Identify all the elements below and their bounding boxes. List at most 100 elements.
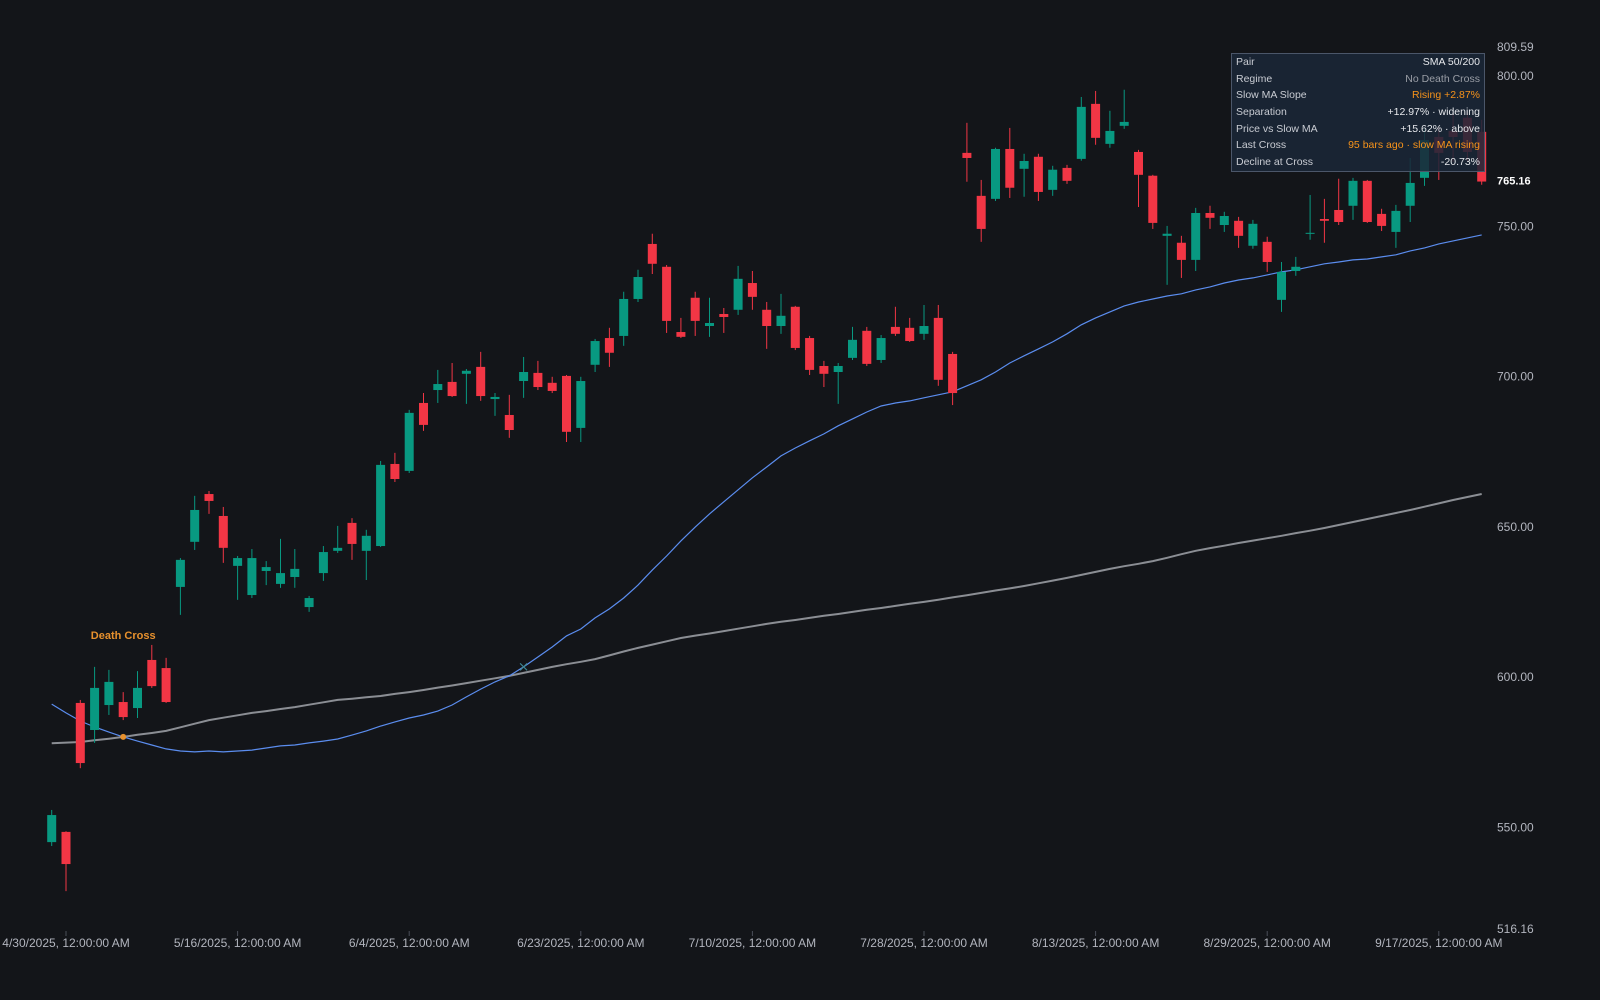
candle-body [290,568,300,577]
candle-body [247,558,257,596]
x-tick-label: 9/17/2025, 12:00:00 AM [1375,936,1502,950]
y-tick-label: 750.00 [1497,219,1534,233]
panel-label: Price vs Slow MA [1236,122,1318,135]
candle-body [1205,212,1215,218]
candle-body [776,315,786,327]
candle-body [118,702,128,718]
candle-body [991,148,1000,199]
annotation-label: Death Cross [91,630,156,642]
candle-body [833,365,843,372]
panel-value: +15.62% · above [1400,122,1480,135]
candle-body [1391,210,1401,232]
y-tick-label: 809.59 [1497,40,1534,54]
candle-body [1048,169,1058,190]
x-tick-label: 5/16/2025, 12:00:00 AM [174,936,301,950]
y-tick-label: 650.00 [1497,520,1534,534]
y-tick-label: 550.00 [1497,820,1534,834]
panel-label: Regime [1236,72,1273,85]
candle-body [1091,103,1101,138]
candle-body [75,702,85,764]
y-tick-label: 700.00 [1497,370,1534,384]
panel-value: No Death Cross [1405,72,1480,85]
candle-body [719,313,729,317]
candle-body [1305,232,1315,234]
candle-body [318,552,328,574]
candle-body [547,382,557,391]
candle-body [1019,160,1029,169]
candle-body [590,341,600,365]
candle-body [233,558,243,566]
candle-body [662,266,672,321]
candle-body [133,687,142,709]
candle-body [47,815,57,843]
panel-value: Rising +2.87% [1412,89,1480,102]
candle-body [276,573,285,584]
candle-body [304,598,314,608]
candle-body [647,243,657,264]
candle-body [361,535,371,551]
candle-body [905,327,915,342]
candle-body [762,309,772,327]
candle-body [433,384,443,391]
candle-body [504,414,514,431]
candle-body [1005,148,1015,188]
candle-body [161,668,171,703]
panel-value: +12.97% · widening [1387,106,1480,119]
panel-value: SMA 50/200 [1422,56,1480,68]
candle-body [376,464,386,547]
candle-body [1405,182,1415,206]
candle-body [733,278,743,310]
candle-body [876,338,886,360]
candle-body [1176,242,1186,260]
y-tick-label: 516.16 [1497,922,1534,936]
candle-body [604,338,614,353]
x-tick-label: 4/30/2025, 12:00:00 AM [2,936,129,950]
panel-row: Price vs Slow MA +15.62% · above [1236,121,1480,138]
candle-body [1348,180,1358,206]
candle-body [533,372,543,388]
panel-value: 95 bars ago · slow MA rising [1348,139,1480,152]
candle-body [175,559,185,587]
panel-label: Decline at Cross [1236,156,1314,169]
candle-body [1119,121,1129,126]
candle-body [1134,151,1143,175]
candle-body [576,381,586,428]
candle-body [1191,212,1201,260]
x-tick-label: 7/10/2025, 12:00:00 AM [689,936,816,950]
y-tick-label: 600.00 [1497,670,1534,684]
candle-body [190,509,200,542]
panel-row: Pair SMA 50/200 [1236,54,1480,71]
candle-body [1248,223,1258,246]
candle-body [1334,209,1344,223]
cross-marker [519,662,528,671]
candle-body [490,396,500,400]
candle-body [1148,175,1158,223]
candle-body [1076,106,1086,159]
candle-body [204,494,214,501]
candle-body [333,547,343,551]
candle-body [147,659,157,687]
candle-body [1219,215,1229,226]
candle-body [461,370,471,374]
candle-body [848,339,857,358]
candle-body [819,365,829,374]
candle-body [933,317,943,380]
moving-average-line [51,234,1482,753]
candle-body [890,326,900,334]
panel-row: Slow MA Slope Rising +2.87% [1236,87,1480,104]
candle-body [90,687,100,730]
panel-row: Decline at Cross -20.73% [1236,154,1480,171]
last-price-label: 765.16 [1497,175,1531,187]
candle-body [419,402,428,425]
candle-body [1291,266,1301,272]
panel-row: Separation +12.97% · widening [1236,104,1480,121]
candle-body [519,371,529,382]
panel-row: Last Cross 95 bars ago · slow MA rising [1236,137,1480,154]
x-tick-label: 6/23/2025, 12:00:00 AM [517,936,644,950]
candle-body [1062,167,1072,181]
x-tick-label: 7/28/2025, 12:00:00 AM [860,936,987,950]
death-cross-dot [120,733,127,740]
candle-body [705,323,714,327]
